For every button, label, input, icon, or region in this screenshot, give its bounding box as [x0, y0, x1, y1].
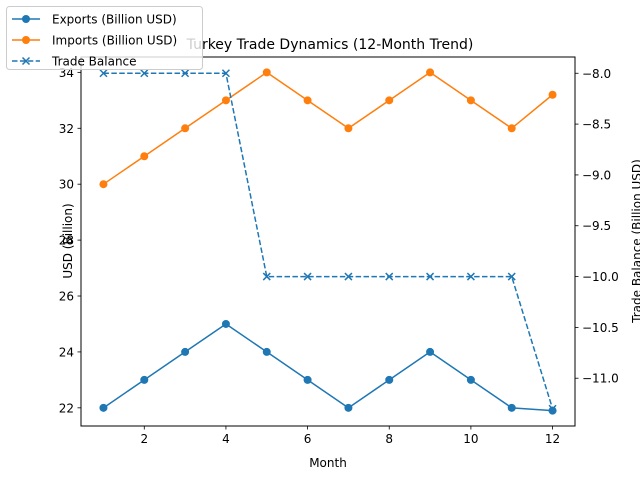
- series-1: [99, 319, 557, 415]
- legend: Exports (Billion USD) Imports (Billion US…: [6, 6, 203, 70]
- y-tick-label: 26: [59, 290, 74, 304]
- data-point: [262, 272, 271, 281]
- data-point: [303, 375, 312, 384]
- data-point: [507, 272, 516, 281]
- data-point: [303, 96, 312, 105]
- data-point: [99, 69, 108, 78]
- legend-marker: [21, 56, 31, 66]
- x-tick-label: 4: [222, 432, 230, 446]
- data-point: [99, 403, 108, 412]
- legend-item: Imports (Billion USD): [12, 34, 177, 48]
- x-tick-label: 6: [304, 432, 312, 446]
- y-tick-label: 32: [59, 122, 74, 136]
- x-axis-label: Month: [309, 456, 347, 470]
- data-point: [548, 404, 557, 413]
- data-point: [426, 68, 435, 77]
- data-point: [385, 375, 394, 384]
- legend-item: Exports (Billion USD): [12, 13, 177, 27]
- x-tick-label: 10: [463, 432, 478, 446]
- y2-tick-label: −8.0: [582, 67, 611, 81]
- data-point: [140, 375, 149, 384]
- y2-tick-label: −10.5: [582, 321, 619, 335]
- data-point: [507, 403, 516, 412]
- data-point: [262, 347, 271, 356]
- y2-tick-label: −9.0: [582, 168, 611, 182]
- legend-frame: [6, 6, 203, 70]
- y-axis-right: −11.0 −10.5 −10.0 −9.5 −9.0 −8.5 −8.0: [575, 67, 619, 386]
- x-tick-label: 8: [385, 432, 393, 446]
- series-2: [99, 68, 557, 189]
- y-tick-label: 24: [59, 345, 74, 359]
- series-line: [103, 72, 554, 409]
- data-point: [181, 347, 190, 356]
- legend-label: Imports (Billion USD): [52, 34, 177, 48]
- data-point: [140, 152, 149, 161]
- data-point: [303, 272, 312, 281]
- data-point: [181, 124, 190, 133]
- y2-tick-label: −8.5: [582, 118, 611, 132]
- y-axis-label: USD (Billion): [61, 203, 75, 278]
- legend-marker: [22, 36, 30, 44]
- y2-tick-label: −9.5: [582, 219, 611, 233]
- data-point: [548, 406, 557, 415]
- plot-frame: [80, 56, 576, 427]
- data-point: [426, 272, 435, 281]
- legend-label: Exports (Billion USD): [52, 13, 177, 27]
- data-point: [548, 90, 557, 99]
- data-point: [344, 124, 353, 133]
- x-axis: 2 4 6 8 10 12: [140, 426, 560, 446]
- x-tick-label: 12: [545, 432, 560, 446]
- legend-item: Trade Balance: [12, 55, 137, 69]
- y2-axis-label: Trade Balance (Billion USD): [630, 159, 640, 324]
- y-tick-label: 30: [59, 178, 74, 192]
- legend-label: Trade Balance: [51, 55, 137, 69]
- data-point: [385, 272, 394, 281]
- data-point: [140, 69, 149, 78]
- x-tick-label: 2: [140, 432, 148, 446]
- data-point: [507, 124, 516, 133]
- data-point: [344, 272, 353, 281]
- data-point: [221, 69, 230, 78]
- y-tick-label: 22: [59, 401, 74, 415]
- y2-tick-label: −10.0: [582, 270, 619, 284]
- series-line: [103, 323, 553, 412]
- y-tick-label: 28: [59, 234, 74, 248]
- data-point: [99, 180, 108, 189]
- data-point: [262, 68, 271, 77]
- data-point: [181, 69, 190, 78]
- data-point: [221, 96, 230, 105]
- data-point: [385, 96, 394, 105]
- series-layer: [99, 68, 557, 415]
- data-point: [466, 375, 475, 384]
- legend-marker: [22, 15, 30, 23]
- chart-title: Turkey Trade Dynamics (12-Month Trend): [186, 37, 474, 53]
- series-3: [99, 69, 557, 413]
- data-point: [344, 403, 353, 412]
- data-point: [426, 347, 435, 356]
- data-point: [466, 96, 475, 105]
- data-point: [221, 319, 230, 328]
- series-line: [103, 71, 554, 185]
- data-point: [466, 272, 475, 281]
- y2-tick-label: −11.0: [582, 372, 619, 386]
